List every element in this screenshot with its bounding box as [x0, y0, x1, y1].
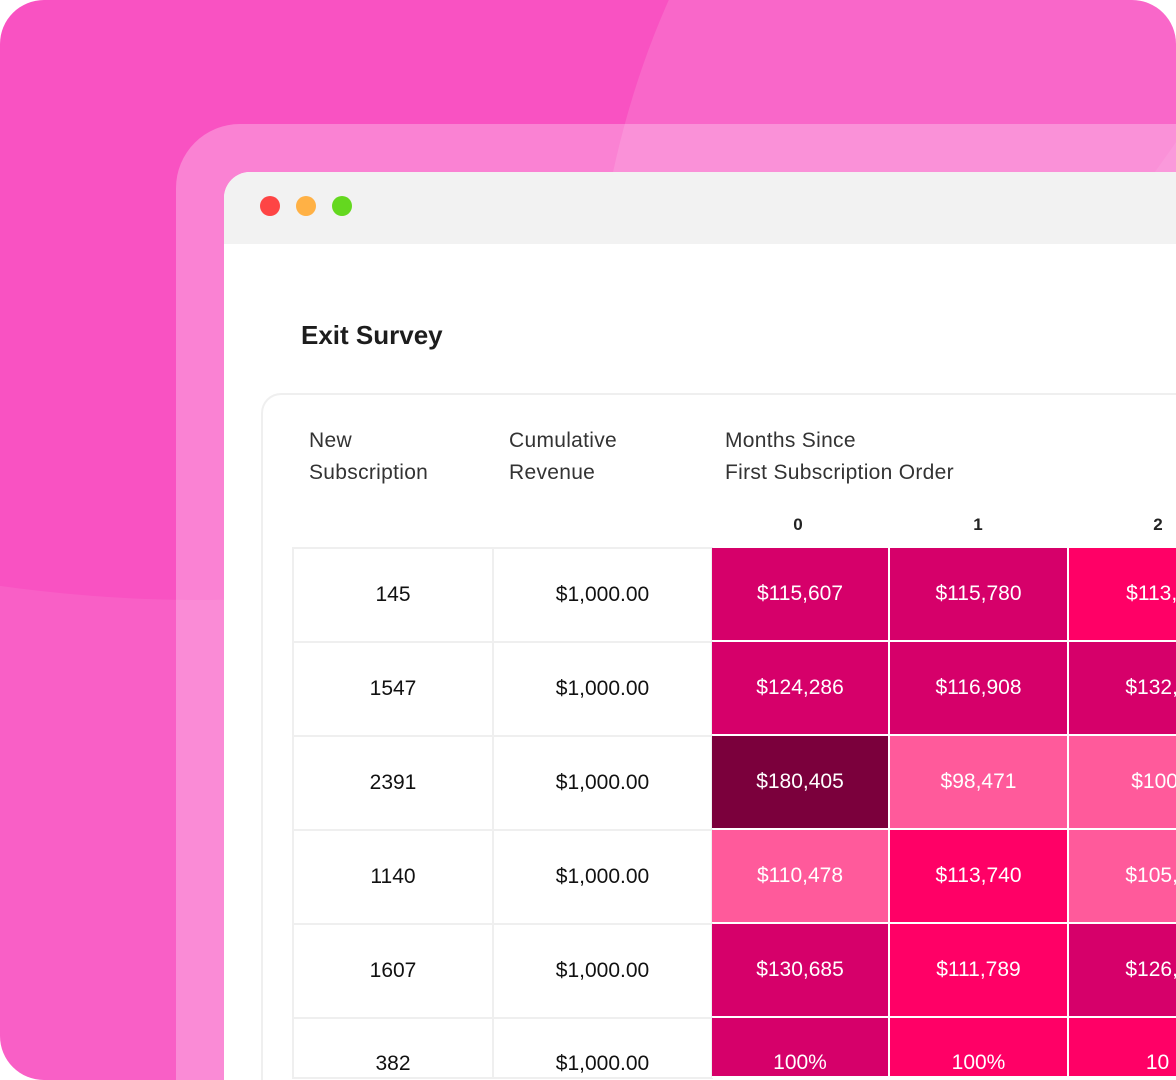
header-new-subscription: New Subscription [309, 425, 428, 489]
table-row: 1607$1,000.00$130,685$111,789$126,4 [292, 923, 1176, 1019]
table-row: 1140$1,000.00$110,478$113,740$105,7 [292, 829, 1176, 925]
heatmap-cell: $180,405 [712, 736, 890, 830]
app-window: Exit Survey New Subscription Cumulative … [224, 172, 1176, 1080]
maximize-button[interactable] [332, 196, 352, 216]
header-line: New [309, 429, 352, 452]
table-row: 145$1,000.00$115,607$115,780$113,5 [292, 547, 1176, 643]
cumulative-revenue-cell: $1,000.00 [492, 923, 713, 1019]
heatmap-cell: 100% [712, 1018, 890, 1078]
cumulative-revenue-cell: $1,000.00 [492, 641, 713, 737]
heatmap-cell: $100, [1069, 736, 1176, 830]
month-column-1: 1 [973, 515, 983, 534]
close-button[interactable] [260, 196, 280, 216]
header-line: Cumulative [509, 429, 618, 452]
heatmap-cell: 100% [890, 1018, 1069, 1078]
header-cumulative-revenue: Cumulative Revenue [509, 425, 617, 489]
header-line: Months Since [725, 429, 856, 452]
heatmap-cell: $115,780 [890, 548, 1069, 642]
heatmap-cell: $113,740 [890, 830, 1069, 924]
cumulative-revenue-cell: $1,000.00 [492, 735, 713, 831]
table-row: 382 $1,000.00 100% 100% 10 [292, 1017, 1176, 1079]
heatmap-cell: $116,908 [890, 642, 1069, 736]
new-subscription-cell: 145 [292, 547, 494, 643]
month-column-2: 2 [1153, 515, 1163, 534]
table-row: 1547$1,000.00$124,286$116,908$132,6 [292, 641, 1176, 737]
heatmap-cell: $126,4 [1069, 924, 1176, 1018]
header-line: Revenue [509, 461, 596, 484]
heatmap-cell: $98,471 [890, 736, 1069, 830]
new-subscription-cell: 1140 [292, 829, 494, 925]
heatmap-cell: 10 [1069, 1018, 1176, 1078]
header-line: Subscription [309, 461, 429, 484]
new-subscription-cell: 1607 [292, 923, 494, 1019]
heatmap-cell: $110,478 [712, 830, 890, 924]
month-column-0: 0 [793, 515, 803, 534]
header-months-since: Months Since First Subscription Order [725, 425, 954, 489]
heatmap-cell: $124,286 [712, 642, 890, 736]
new-subscription-cell: 382 [292, 1017, 494, 1079]
cumulative-revenue-cell: $1,000.00 [492, 547, 713, 643]
title-bar [224, 172, 1176, 244]
cohort-table-card: New Subscription Cumulative Revenue Mont… [261, 393, 1176, 1080]
cumulative-revenue-cell: $1,000.00 [492, 829, 713, 925]
minimize-button[interactable] [296, 196, 316, 216]
heatmap-cell: $105,7 [1069, 830, 1176, 924]
heatmap-cell: $111,789 [890, 924, 1069, 1018]
cohort-grid: 145$1,000.00$115,607$115,780$113,51547$1… [292, 547, 1176, 1079]
heatmap-cell: $132,6 [1069, 642, 1176, 736]
heatmap-cell: $130,685 [712, 924, 890, 1018]
new-subscription-cell: 1547 [292, 641, 494, 737]
cumulative-revenue-cell: $1,000.00 [492, 1017, 713, 1079]
table-row: 2391$1,000.00$180,405$98,471$100, [292, 735, 1176, 831]
heatmap-cell: $113,5 [1069, 548, 1176, 642]
heatmap-cell: $115,607 [712, 548, 890, 642]
header-line: First Subscription Order [725, 461, 954, 484]
new-subscription-cell: 2391 [292, 735, 494, 831]
page-title: Exit Survey [301, 320, 443, 350]
